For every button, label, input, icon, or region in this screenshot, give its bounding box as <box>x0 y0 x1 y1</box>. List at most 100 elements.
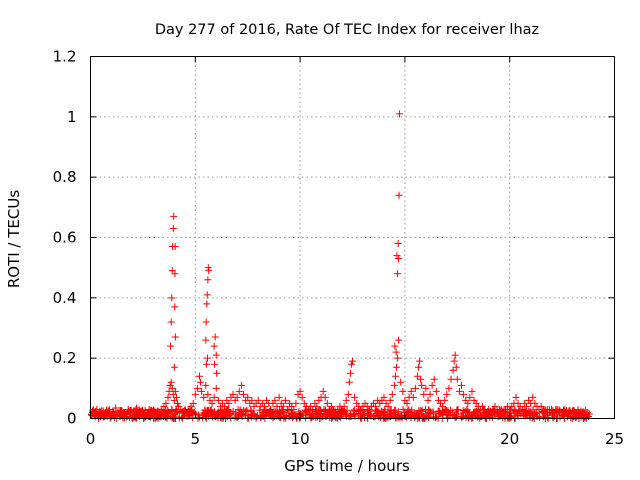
x-tick-label: 15 <box>395 430 414 448</box>
baseline-point-marker <box>308 413 316 421</box>
data-point-marker <box>205 267 213 275</box>
data-point-marker <box>393 363 401 371</box>
baseline-point-marker <box>363 406 371 414</box>
baseline-point-marker <box>347 411 355 419</box>
data-point-marker <box>213 369 221 377</box>
data-point-marker <box>212 384 220 392</box>
data-point-marker <box>344 390 352 398</box>
baseline-point-marker <box>412 410 420 418</box>
data-point-marker <box>225 399 233 407</box>
data-point-marker <box>407 387 415 395</box>
y-tick-label: 0.2 <box>53 349 77 367</box>
data-point-marker <box>173 399 181 407</box>
baseline-point-marker <box>474 413 482 421</box>
baseline-point-marker <box>180 409 188 417</box>
data-point-marker <box>424 396 432 404</box>
baseline-point-marker <box>453 406 461 414</box>
baseline-point-marker <box>148 407 156 415</box>
data-point-marker <box>290 405 298 413</box>
data-point-marker <box>211 360 219 368</box>
baseline-point-marker <box>400 408 408 416</box>
data-point-marker <box>171 387 179 395</box>
baseline-point-marker <box>565 407 573 415</box>
baseline-point-marker <box>365 407 373 415</box>
data-point-marker <box>298 393 306 401</box>
x-tick-label: 25 <box>605 430 624 448</box>
baseline-point-marker <box>186 410 194 418</box>
baseline-point-marker <box>451 414 459 422</box>
baseline-point-marker <box>513 411 521 419</box>
data-point-marker <box>203 291 211 299</box>
data-point-marker <box>279 402 287 410</box>
data-point-marker <box>204 276 212 284</box>
baseline-point-marker <box>275 410 283 418</box>
data-point-marker <box>391 342 399 350</box>
data-point-marker <box>347 360 355 368</box>
data-point-marker <box>386 396 394 404</box>
baseline-point-marker <box>363 413 371 421</box>
baseline-point-marker <box>540 407 548 415</box>
data-point-marker <box>394 270 402 278</box>
baseline-point-marker <box>161 410 169 418</box>
data-point-marker <box>512 393 520 401</box>
data-point-marker <box>323 399 331 407</box>
baseline-point-marker <box>495 411 503 419</box>
data-point-marker <box>453 375 461 383</box>
baseline-point-marker <box>548 409 556 417</box>
data-point-marker <box>171 303 179 311</box>
data-point-marker <box>313 402 321 410</box>
data-point-marker <box>172 393 180 401</box>
baseline-point-marker <box>433 413 441 421</box>
x-tick-label: 10 <box>291 430 310 448</box>
data-point-marker <box>281 396 289 404</box>
baseline-point-marker <box>464 408 472 416</box>
y-tick-label: 1 <box>67 108 77 126</box>
data-point-marker <box>529 393 537 401</box>
baseline-point-marker <box>244 414 252 422</box>
baseline-point-marker <box>524 407 532 415</box>
baseline-point-marker <box>380 414 388 422</box>
data-point-marker <box>189 399 197 407</box>
data-point-marker <box>167 318 175 326</box>
data-point-marker <box>452 363 460 371</box>
data-point-marker <box>197 378 205 386</box>
data-point-marker <box>168 384 176 392</box>
axis-ticks: 0 5 10 15 20 25 0 0.2 0.4 0.6 0.8 1 1.2 <box>53 48 624 449</box>
data-point-marker <box>394 354 402 362</box>
baseline-point-marker <box>516 407 524 415</box>
data-point-marker <box>195 372 203 380</box>
data-point-marker <box>170 212 178 220</box>
baseline-point-marker <box>542 406 550 414</box>
y-tick-label: 1.2 <box>53 48 77 66</box>
baseline-point-marker <box>555 407 563 415</box>
data-point-marker <box>422 384 430 392</box>
baseline-point-marker <box>322 410 330 418</box>
data-point-marker <box>415 363 423 371</box>
data-point-marker <box>450 357 458 365</box>
baseline-point-marker <box>259 411 267 419</box>
data-point-marker <box>229 390 237 398</box>
data-point-marker <box>397 378 405 386</box>
data-point-marker <box>351 393 359 401</box>
baseline-point-marker <box>399 406 407 414</box>
data-point-marker <box>420 390 428 398</box>
baseline-point-marker <box>372 409 380 417</box>
baseline-point-marker <box>424 410 432 418</box>
baseline-point-marker <box>336 409 344 417</box>
baseline-point-marker <box>558 412 566 420</box>
data-point-marker <box>237 381 245 389</box>
baseline-point-marker <box>179 407 187 415</box>
baseline-point-marker <box>162 406 170 414</box>
baseline-point-marker <box>267 411 275 419</box>
baseline-point-marker <box>226 411 234 419</box>
baseline-point-marker <box>391 409 399 417</box>
data-point-marker <box>395 110 403 118</box>
data-point-marker <box>193 384 201 392</box>
data-point-marker <box>240 390 248 398</box>
data-point-marker <box>393 252 401 260</box>
baseline-point-marker <box>287 409 295 417</box>
data-point-marker <box>171 270 179 278</box>
data-point-marker <box>395 191 403 199</box>
